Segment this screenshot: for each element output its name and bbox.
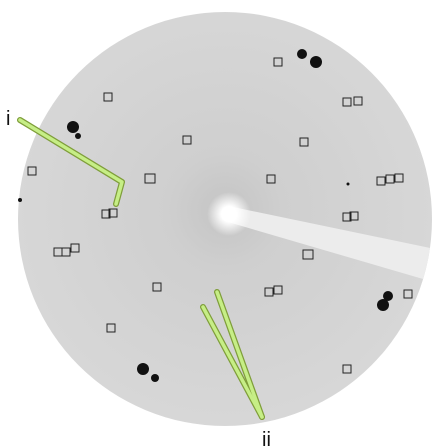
beam-center — [207, 192, 251, 236]
label-ii: ii — [262, 429, 271, 448]
label-i: i — [6, 108, 10, 130]
diffraction-view: i ii — [0, 0, 436, 448]
